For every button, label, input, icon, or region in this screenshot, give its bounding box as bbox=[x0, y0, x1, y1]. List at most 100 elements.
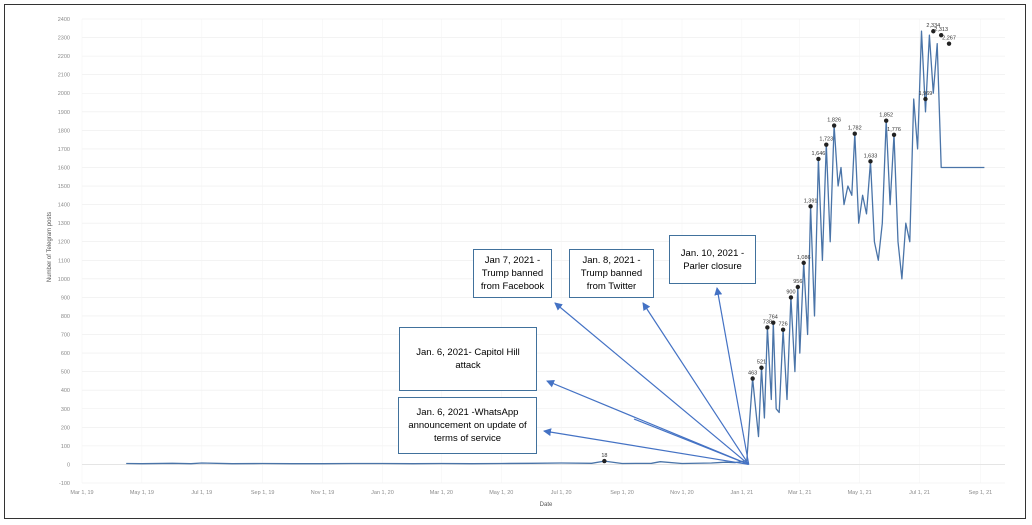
data-point-marker bbox=[771, 320, 776, 325]
data-point-marker bbox=[891, 132, 897, 138]
data-point-marker bbox=[816, 156, 821, 162]
y-tick-label: 2100 bbox=[58, 73, 70, 79]
y-tick-label: 300 bbox=[61, 407, 70, 413]
annotation-whatsapp-line3: terms of service bbox=[433, 433, 502, 444]
data-point-label: 726 bbox=[778, 322, 787, 328]
y-tick-label: 700 bbox=[61, 333, 70, 339]
y-tick-label: 1200 bbox=[58, 240, 70, 246]
x-tick-label: Nov 1, 20 bbox=[670, 490, 694, 496]
data-point-marker bbox=[808, 204, 813, 209]
annotation-box-capitol: Jan. 6, 2021- Capitol Hill attack bbox=[399, 327, 537, 391]
annotation-parler-line2: Parler closure bbox=[683, 260, 742, 272]
data-point-label: 463 bbox=[748, 371, 757, 377]
data-point-label: 1,852 bbox=[879, 113, 893, 119]
y-tick-label: 500 bbox=[61, 370, 70, 376]
annotation-twitter-line3: from Twitter bbox=[586, 281, 637, 292]
y-tick-label: 2400 bbox=[58, 17, 70, 23]
y-tick-label: 1100 bbox=[58, 258, 70, 264]
data-point-label: 1,782 bbox=[848, 126, 862, 132]
arrow-to-twitter-box bbox=[642, 302, 750, 465]
arrow-to-parler-box bbox=[714, 287, 750, 465]
y-tick-label: 1500 bbox=[58, 184, 70, 190]
data-point-marker bbox=[795, 284, 801, 290]
x-tick-label: Jan 1, 21 bbox=[731, 490, 754, 496]
data-point-marker bbox=[750, 376, 755, 381]
y-tick-label: 100 bbox=[61, 444, 70, 450]
y-tick-label: 1800 bbox=[58, 128, 70, 134]
data-point-marker bbox=[801, 260, 806, 266]
y-axis-ticks: 2400230022002100200019001800170016001500… bbox=[58, 17, 70, 487]
data-point-marker bbox=[602, 458, 607, 464]
y-tick-label: 2000 bbox=[58, 91, 70, 97]
annotation-whatsapp-line2: announcement on update of bbox=[408, 420, 527, 431]
y-tick-label: 2200 bbox=[58, 54, 70, 60]
annotation-box-whatsapp: Jan. 6, 2021 -WhatsApp announcement on u… bbox=[398, 397, 537, 454]
x-tick-label: May 1, 21 bbox=[848, 490, 872, 496]
data-point-marker bbox=[824, 142, 829, 147]
x-tick-label: Mar 1, 19 bbox=[70, 490, 93, 496]
annotation-facebook-line3: from Facebook bbox=[480, 281, 545, 292]
y-tick-label: 1400 bbox=[58, 203, 70, 209]
data-point-marker bbox=[788, 295, 794, 300]
annotation-parler-line1: Jan. 10, 2021 - bbox=[680, 247, 745, 259]
data-point-label: 1,633 bbox=[864, 153, 878, 159]
data-point-marker bbox=[946, 41, 952, 46]
annotation-twitter-line2: Trump banned bbox=[580, 268, 643, 279]
data-point-marker bbox=[938, 32, 944, 38]
y-tick-label: 400 bbox=[61, 388, 70, 394]
y-tick-label: 900 bbox=[61, 295, 70, 301]
data-point-marker bbox=[831, 123, 837, 128]
data-point-label: 900 bbox=[786, 289, 795, 295]
data-point-label: 764 bbox=[769, 315, 778, 321]
x-tick-label: Jan 1, 20 bbox=[371, 490, 394, 496]
annotation-capitol-line1: Jan. 6, 2021- Capitol Hill attack bbox=[416, 347, 520, 371]
data-point-marker bbox=[759, 365, 764, 370]
x-tick-label: May 1, 20 bbox=[489, 490, 513, 496]
x-tick-label: Sep 1, 20 bbox=[610, 490, 634, 496]
x-tick-label: Jul 1, 20 bbox=[551, 490, 572, 496]
data-point-marker bbox=[852, 131, 857, 136]
data-point-label: 2,267 bbox=[942, 36, 956, 42]
data-point-label: 521 bbox=[757, 360, 766, 366]
x-tick-label: Sep 1, 19 bbox=[251, 490, 275, 496]
data-point-label: 2,334 bbox=[926, 23, 940, 29]
data-point-label: 1,723 bbox=[819, 137, 833, 143]
data-point-label: 1,776 bbox=[887, 127, 901, 133]
x-tick-label: Jul 1, 21 bbox=[909, 490, 930, 496]
x-axis-title: Date bbox=[540, 502, 553, 508]
annotation-box-parler: Jan. 10, 2021 - Parler closure bbox=[669, 235, 756, 284]
data-point-label: 1,969 bbox=[919, 91, 933, 97]
data-point-marker bbox=[765, 325, 770, 330]
data-point-marker bbox=[868, 159, 873, 164]
arrow-to-facebook-box bbox=[554, 302, 750, 465]
y-tick-label: 1900 bbox=[58, 110, 70, 116]
data-point-label: 738 bbox=[763, 319, 772, 325]
x-tick-label: Mar 1, 21 bbox=[788, 490, 811, 496]
data-point-marker bbox=[931, 29, 936, 34]
data-point-label: 18 bbox=[601, 453, 607, 459]
x-tick-label: May 1, 19 bbox=[130, 490, 154, 496]
annotation-whatsapp-line1: Jan. 6, 2021 -WhatsApp bbox=[416, 407, 519, 418]
y-tick-label: 1300 bbox=[58, 221, 70, 227]
y-tick-label: 1700 bbox=[58, 147, 70, 153]
y-tick-label: 200 bbox=[61, 425, 70, 431]
data-point-label: 1,826 bbox=[827, 118, 841, 124]
y-tick-label: 2300 bbox=[58, 36, 70, 42]
annotation-facebook-line1: Jan 7, 2021 - bbox=[484, 255, 541, 266]
series-layer bbox=[126, 30, 985, 465]
y-tick-label: 1000 bbox=[58, 277, 70, 283]
series-line-0 bbox=[126, 30, 985, 465]
y-tick-label: 600 bbox=[61, 351, 70, 357]
arrow-to-whatsapp-box bbox=[543, 428, 749, 466]
annotation-box-facebook: Jan 7, 2021 - Trump banned from Facebook bbox=[473, 249, 552, 298]
data-point-label: 1,086 bbox=[797, 255, 811, 261]
annotation-box-twitter: Jan. 8, 2021 - Trump banned from Twitter bbox=[569, 249, 654, 298]
annotation-arrows-layer bbox=[543, 287, 750, 466]
annotation-twitter-line1: Jan. 8, 2021 - bbox=[582, 255, 641, 266]
x-tick-label: Jul 1, 19 bbox=[191, 490, 212, 496]
data-point-marker bbox=[780, 327, 786, 332]
data-point-label: 1,646 bbox=[812, 151, 826, 157]
y-tick-label: -100 bbox=[59, 481, 70, 487]
